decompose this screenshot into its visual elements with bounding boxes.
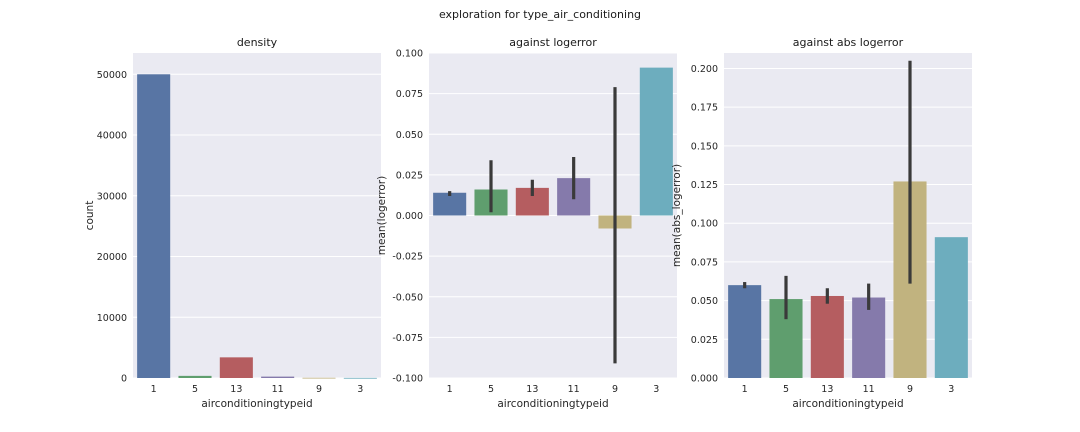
x-tick-label: 1 (151, 384, 157, 395)
y-axis-label: mean(abs_logerror) (671, 164, 683, 267)
x-tick-label: 5 (488, 384, 494, 395)
subplot-title: against abs logerror (793, 36, 904, 49)
y-tick-label: 0.050 (691, 296, 718, 307)
x-tick-label: 3 (357, 384, 363, 395)
subplot-against-logerror: -0.100 -0.075 -0.050 -0.025 0.000 0.025 0.050 0… (376, 36, 677, 410)
y-tick-label: -0.050 (392, 292, 423, 303)
subplot-title: against logerror (509, 36, 597, 49)
x-axis-label: airconditioningtypeid (792, 398, 903, 410)
y-tick-label: -0.025 (392, 252, 423, 263)
y-tick-label: 40000 (97, 131, 127, 142)
x-tick-label: 9 (907, 384, 913, 395)
bar (728, 285, 762, 378)
x-tick-label: 13 (526, 384, 538, 395)
y-tick-label: 0.000 (396, 211, 423, 222)
bar (178, 375, 212, 378)
bar (343, 377, 377, 379)
bar (137, 74, 171, 378)
x-tick-label: 9 (316, 384, 322, 395)
y-tick-label: 0.025 (396, 170, 423, 181)
x-tick-label: 3 (948, 384, 954, 395)
bar (219, 357, 253, 378)
x-tick-label: 5 (192, 384, 198, 395)
y-tick-label: 0.075 (396, 89, 423, 100)
x-tick-label: 9 (612, 384, 618, 395)
y-tick-label: -0.100 (392, 374, 423, 385)
y-tick-label: 0.150 (691, 141, 718, 152)
y-tick-label: 0.175 (691, 103, 718, 114)
y-tick-label: 50000 (97, 70, 127, 81)
x-tick-label: 3 (653, 384, 659, 395)
y-axis-label: mean(logerror) (376, 176, 388, 255)
bar (433, 192, 467, 216)
x-axis-label: airconditioningtypeid (497, 398, 608, 410)
bar (261, 376, 295, 378)
bar (934, 237, 968, 378)
bar (810, 295, 844, 378)
x-axis-label: airconditioningtypeid (201, 398, 312, 410)
subplot-against-abs-logerror: 0.000 0.025 0.050 0.075 0.100 0.125 0.150 0.175… (671, 36, 972, 410)
y-tick-label: 0.200 (691, 64, 718, 75)
y-tick-label: 0.125 (691, 180, 718, 191)
y-tick-label: 10000 (97, 313, 127, 324)
bar (852, 297, 886, 378)
subplot-title: density (237, 36, 278, 49)
y-tick-label: -0.075 (392, 333, 423, 344)
x-tick-label: 11 (568, 384, 580, 395)
x-tick-label: 1 (447, 384, 453, 395)
x-tick-label: 1 (742, 384, 748, 395)
bar (639, 67, 673, 216)
x-tick-label: 11 (272, 384, 284, 395)
y-tick-label: 0.100 (691, 219, 718, 230)
y-tick-label: 0.050 (396, 130, 423, 141)
figure-suptitle: exploration for type_air_conditioning (439, 8, 641, 21)
y-axis-label: count (84, 201, 96, 231)
y-tick-label: 0 (121, 374, 127, 385)
y-tick-label: 0.100 (396, 49, 423, 60)
y-tick-label: 0.075 (691, 257, 718, 268)
y-tick-label: 0.000 (691, 374, 718, 385)
x-tick-label: 13 (821, 384, 833, 395)
x-tick-label: 11 (863, 384, 875, 395)
plot-area (133, 53, 381, 378)
bar (302, 377, 336, 379)
y-tick-label: 0.025 (691, 335, 718, 346)
x-tick-label: 13 (230, 384, 242, 395)
y-tick-label: 20000 (97, 252, 127, 263)
y-tick-label: 30000 (97, 191, 127, 202)
x-tick-label: 5 (783, 384, 789, 395)
